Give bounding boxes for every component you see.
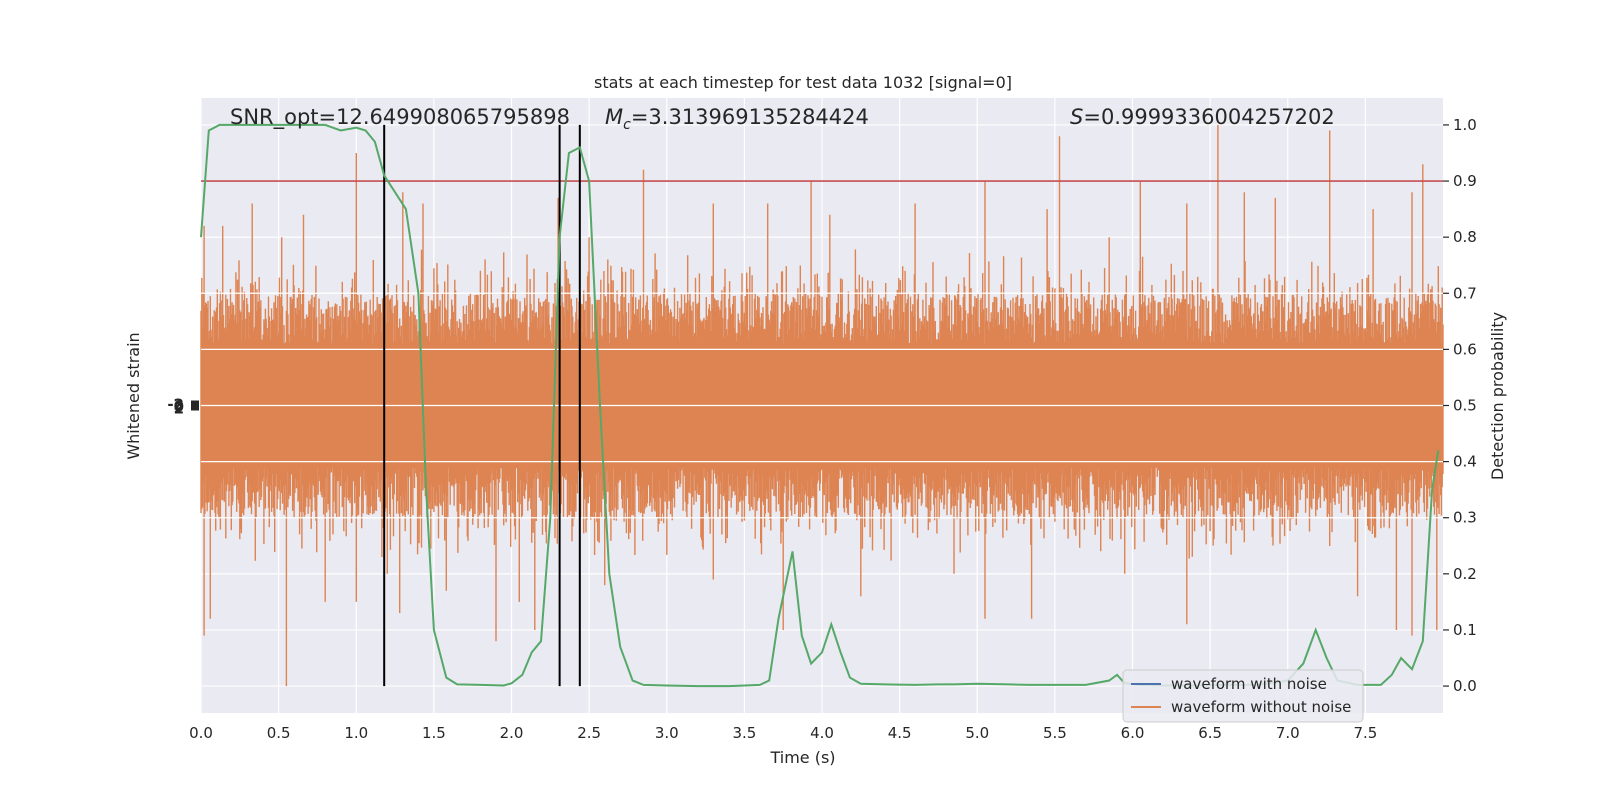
y-left-tick-label: -2 [167, 396, 184, 414]
mc-subscript: c [623, 117, 631, 133]
x-tick-label: 0.0 [189, 724, 213, 742]
legend-label-with-noise: waveform with noise [1171, 675, 1327, 693]
mc-annotation: Mc=3.313969135284424 [605, 105, 869, 133]
y-tick-label: 0.3 [1453, 509, 1477, 527]
x-tick-label: 5.0 [965, 724, 989, 742]
snr-annotation: SNR_opt=12.649908065795898 [230, 105, 570, 130]
y-axis-ticks-right: 0.0 0.1 0.2 0.3 0.4 0.5 0.6 0.7 0.8 0.9 1.0 [1443, 116, 1477, 695]
y-tick-label: 0.7 [1453, 284, 1477, 302]
x-tick-label: 4.5 [888, 724, 912, 742]
chart-title: stats at each timestep for test data 103… [594, 73, 1012, 92]
y-tick-label: 0.4 [1453, 453, 1477, 471]
y-left-tick-label: 2 [174, 400, 184, 418]
x-tick-label: 2.0 [500, 724, 524, 742]
y-tick-label: 0.1 [1453, 621, 1477, 639]
y-tick-label: 0.6 [1453, 340, 1477, 358]
mc-symbol: M [605, 105, 623, 129]
x-tick-label: 5.5 [1043, 724, 1067, 742]
y-tick-label: 0.8 [1453, 228, 1477, 246]
vline-layer [383, 124, 581, 687]
y-axis-right-label: Detection probability [1488, 312, 1507, 480]
y-axis-ticks-left: -202 [167, 396, 199, 418]
x-tick-label: 7.5 [1353, 724, 1377, 742]
s-annotation: S=0.9999336004257202 [1070, 105, 1335, 129]
y-tick-label: 0.9 [1453, 172, 1477, 190]
x-axis-ticks: 0.0 0.5 1.0 1.5 2.0 2.5 3.0 3.5 4.0 4.5 5.0 5.5 6.0 6… [189, 724, 1377, 742]
x-tick-label: 7.0 [1276, 724, 1300, 742]
y-tick-label: 0.5 [1453, 397, 1477, 415]
x-tick-label: 6.0 [1121, 724, 1145, 742]
x-tick-label: 3.5 [732, 724, 756, 742]
y-tick-label: 0.2 [1453, 565, 1477, 583]
x-axis-label: Time (s) [769, 748, 835, 767]
x-tick-label: 1.5 [422, 724, 446, 742]
s-value: =0.9999336004257202 [1083, 105, 1334, 129]
x-tick-label: 0.5 [267, 724, 291, 742]
x-tick-label: 3.0 [655, 724, 679, 742]
y-tick-label: 1.0 [1453, 116, 1477, 134]
x-tick-label: 4.0 [810, 724, 834, 742]
legend-box [1122, 669, 1364, 723]
x-tick-label: 1.0 [344, 724, 368, 742]
legend-label-without-noise: waveform without noise [1171, 698, 1351, 716]
y-left-tick-marks [191, 400, 199, 411]
y-left-tick-label: 0 [174, 398, 184, 416]
noise-series [200, 124, 1444, 687]
y-axis-left-label: Whitened strain [124, 332, 143, 459]
x-tick-label: 2.5 [577, 724, 601, 742]
y-tick-label: 0.0 [1453, 677, 1477, 695]
mc-value: =3.313969135284424 [631, 105, 869, 129]
legend: waveform with noise waveform without noi… [1122, 669, 1364, 723]
s-symbol: S [1070, 105, 1083, 129]
x-tick-label: 6.5 [1198, 724, 1222, 742]
